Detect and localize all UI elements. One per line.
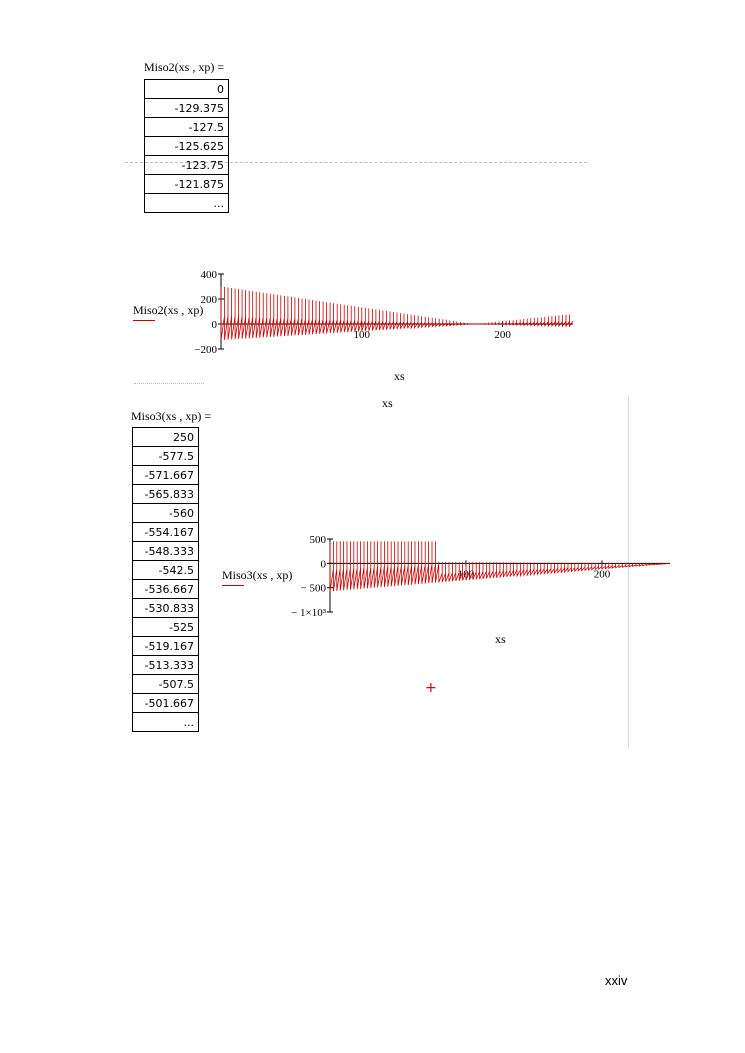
y-tick-label: − 1×10³ bbox=[291, 607, 327, 619]
table-cell: ... bbox=[132, 712, 199, 732]
table-cell: ... bbox=[144, 193, 229, 213]
table-row: -571.667 bbox=[132, 465, 199, 485]
table-cell: -519.167 bbox=[132, 636, 199, 656]
table-row: -123.75 bbox=[144, 155, 229, 175]
y-tick-label: 400 bbox=[201, 269, 218, 281]
table-cell: -542.5 bbox=[132, 560, 199, 580]
table-row: -125.625 bbox=[144, 136, 229, 156]
miso3-plot[interactable]: 500 0− 500− 1×10³ 100 200 bbox=[285, 528, 675, 623]
miso3-ylabel-underline bbox=[222, 585, 244, 586]
table-cell: -554.167 bbox=[132, 522, 199, 542]
table-cell: -525 bbox=[132, 617, 199, 637]
y-tick-label: − 500 bbox=[301, 583, 327, 595]
table-cell: -560 bbox=[132, 503, 199, 523]
table-cell: -548.333 bbox=[132, 541, 199, 561]
table-cell: -129.375 bbox=[144, 98, 229, 118]
miso2-plot-ylabel: Miso2(xs , xp) bbox=[133, 303, 204, 317]
miso2-plot[interactable]: 400 200 0 −200 100 200 bbox=[130, 262, 590, 387]
y-tick-label: 500 bbox=[310, 534, 327, 546]
table-cell: -125.625 bbox=[144, 136, 229, 156]
miso2-plot-xlabel: xs bbox=[394, 369, 405, 383]
table-row: 250 bbox=[132, 427, 199, 447]
miso3-plot-ylabel: Miso3(xs , xp) bbox=[222, 568, 293, 582]
table-row: -560 bbox=[132, 503, 199, 523]
table-cell: -127.5 bbox=[144, 117, 229, 137]
table-cell: -507.5 bbox=[132, 674, 199, 694]
miso2-plot-svg: 400 200 0 −200 100 200 bbox=[194, 269, 574, 356]
miso3-result-table[interactable]: 250 -577.5 -571.667 -565.833 -560 -554.167 -54… bbox=[132, 427, 199, 732]
table-row: -542.5 bbox=[132, 560, 199, 580]
table-row: -501.667 bbox=[132, 693, 199, 713]
miso2-expression[interactable]: Miso2(xs , xp) = bbox=[144, 60, 225, 74]
miso3-plot-xlabel: xs bbox=[495, 632, 506, 646]
table-cell: 250 bbox=[132, 427, 199, 447]
table-cell: -577.5 bbox=[132, 446, 199, 466]
table-row: -554.167 bbox=[132, 522, 199, 542]
series-trace bbox=[220, 286, 574, 341]
miso2-ylabel-underline bbox=[133, 320, 155, 321]
page-number: xxiv bbox=[605, 973, 628, 988]
x-tick-label: 200 bbox=[594, 568, 611, 580]
table-row: -507.5 bbox=[132, 674, 199, 694]
y-tick-label: 0 bbox=[321, 558, 327, 570]
y-tick-label: −200 bbox=[194, 344, 217, 356]
table-cell: -123.75 bbox=[144, 155, 229, 175]
series-trace bbox=[329, 541, 671, 592]
miso3-expression[interactable]: Miso3(xs , xp) = bbox=[131, 409, 212, 423]
region-boundary-line bbox=[628, 396, 629, 748]
table-row: -513.333 bbox=[132, 655, 199, 675]
table-row: ... bbox=[132, 712, 199, 732]
table-row: -127.5 bbox=[144, 117, 229, 137]
table-row: -121.875 bbox=[144, 174, 229, 194]
y-tick-label: 0 bbox=[212, 319, 218, 331]
table-row: -525 bbox=[132, 617, 199, 637]
table-cell: -536.667 bbox=[132, 579, 199, 599]
table-row: -536.667 bbox=[132, 579, 199, 599]
table-row: -129.375 bbox=[144, 98, 229, 118]
table-row: -565.833 bbox=[132, 484, 199, 504]
table-cell: -121.875 bbox=[144, 174, 229, 194]
y-tick-label: 200 bbox=[201, 294, 218, 306]
table-cell: -565.833 bbox=[132, 484, 199, 504]
table-row: -577.5 bbox=[132, 446, 199, 466]
clipped-text-artifact bbox=[134, 383, 204, 386]
table-cell: 0 bbox=[144, 79, 229, 99]
x-tick-label: 200 bbox=[494, 329, 511, 341]
table-cell: -530.833 bbox=[132, 598, 199, 618]
crosshair-cursor-icon: + bbox=[425, 680, 437, 696]
stray-xs-label: xs bbox=[382, 396, 393, 410]
x-tick-label: 100 bbox=[354, 329, 371, 341]
table-row: ... bbox=[144, 193, 229, 213]
table-cell: -501.667 bbox=[132, 693, 199, 713]
table-row: -548.333 bbox=[132, 541, 199, 561]
table-cell: -513.333 bbox=[132, 655, 199, 675]
table-row: 0 bbox=[144, 79, 229, 99]
table-row: -530.833 bbox=[132, 598, 199, 618]
table-cell: -571.667 bbox=[132, 465, 199, 485]
table-row: -519.167 bbox=[132, 636, 199, 656]
miso2-result-table[interactable]: 0 -129.375 -127.5 -125.625 -123.75 -121.875..… bbox=[144, 79, 229, 213]
region-separator-line bbox=[125, 162, 587, 163]
